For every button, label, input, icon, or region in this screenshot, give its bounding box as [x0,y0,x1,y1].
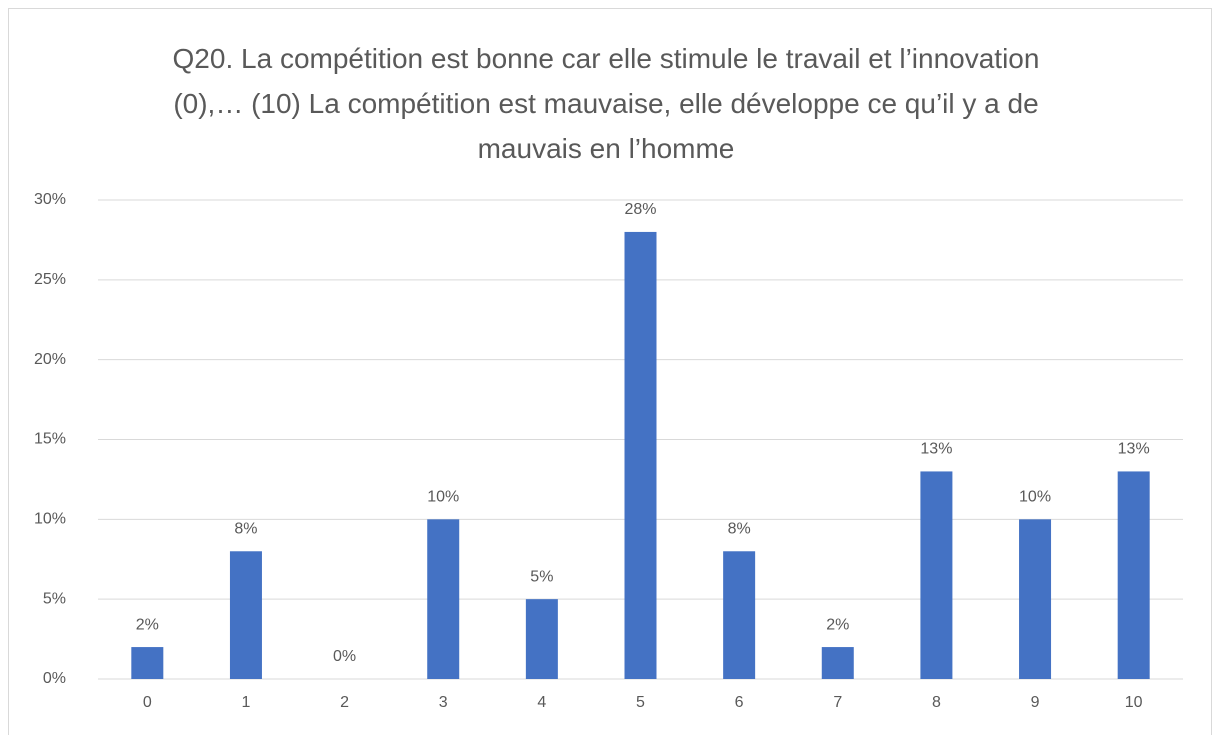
data-label: 13% [920,441,952,458]
bar [1117,471,1150,679]
data-label: 8% [728,520,751,537]
chart-title: Q20. La compétition est bonne car elle s… [172,43,1040,164]
data-label: 2% [826,616,849,633]
bar [525,599,558,679]
bar [821,647,854,679]
x-tick-label: 6 [735,694,744,711]
x-tick-label: 9 [1031,694,1040,711]
y-tick-label: 20% [34,351,66,368]
bar [131,647,164,679]
data-label: 0% [333,648,356,665]
data-label: 8% [234,520,257,537]
x-tick-label: 4 [537,694,546,711]
x-tick-label: 5 [636,694,645,711]
x-tick-label: 8 [932,694,941,711]
x-tick-label: 0 [143,694,152,711]
y-tick-label: 25% [34,271,66,288]
bar [920,471,953,679]
x-tick-label: 2 [340,694,349,711]
data-label: 2% [136,616,159,633]
bar [1019,519,1052,679]
data-label: 5% [530,568,553,585]
bar [723,551,756,679]
y-tick-label: 5% [43,590,66,607]
data-label: 28% [624,201,656,218]
x-tick-label: 7 [833,694,842,711]
x-tick-label: 10 [1125,694,1143,711]
bar [229,551,262,679]
data-label: 13% [1118,441,1150,458]
y-tick-label: 10% [34,511,66,528]
x-tick-label: 1 [242,694,251,711]
x-tick-label: 3 [439,694,448,711]
y-tick-label: 0% [43,670,66,687]
y-tick-label: 30% [34,191,66,208]
data-label: 10% [427,489,459,506]
bar [624,231,657,679]
bar [427,519,460,679]
y-tick-label: 15% [34,431,66,448]
data-label: 10% [1019,489,1051,506]
